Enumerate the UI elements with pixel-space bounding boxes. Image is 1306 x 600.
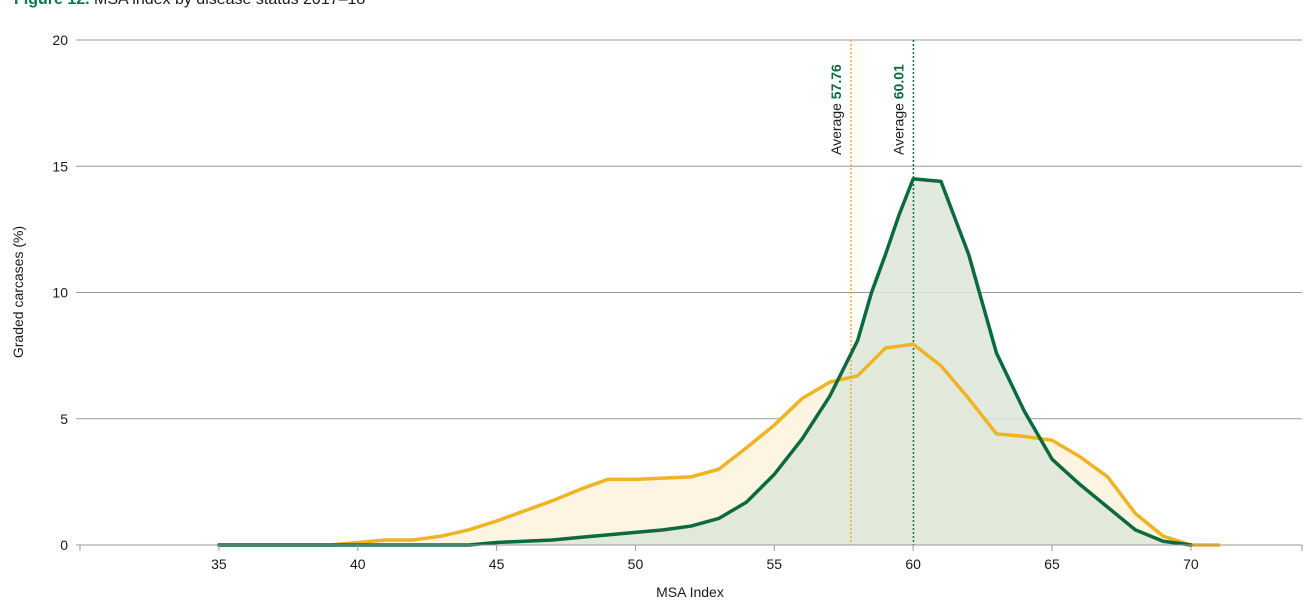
axes: 0 5 10 15 20 35 40 45 50 55 60 65 70 bbox=[52, 32, 1303, 572]
x-tick-label: 55 bbox=[767, 556, 783, 572]
x-tick-label: 60 bbox=[905, 556, 921, 572]
y-tick-label: 20 bbox=[52, 32, 68, 48]
y-tick-label: 5 bbox=[60, 411, 68, 427]
figure-title-text: MSA index by disease status 2017–18 bbox=[94, 0, 365, 8]
x-axis-title: MSA Index bbox=[656, 584, 724, 600]
series-areas bbox=[218, 178, 1219, 545]
average-label-60.01: Average 60.01 bbox=[890, 64, 906, 155]
x-tick-label: 40 bbox=[350, 556, 366, 572]
average-value: 57.76 bbox=[828, 64, 844, 99]
figure-title: Figure 12. MSA index by disease status 2… bbox=[14, 0, 365, 9]
x-tick-label: 35 bbox=[211, 556, 227, 572]
average-label-57.76: Average 57.76 bbox=[828, 64, 844, 155]
series-area-green bbox=[218, 178, 1191, 545]
x-tick-label: 50 bbox=[628, 556, 644, 572]
average-label-text: Average bbox=[828, 99, 844, 155]
series-line-yellow bbox=[217, 342, 1221, 547]
average-value: 60.01 bbox=[890, 64, 906, 99]
y-tick-label: 15 bbox=[52, 158, 68, 174]
y-tick-label: 0 bbox=[60, 537, 68, 553]
y-tick-label: 10 bbox=[52, 285, 68, 301]
figure-number: Figure 12. bbox=[14, 0, 90, 8]
x-tick-label: 45 bbox=[489, 556, 505, 572]
y-axis-title: Graded carcases (%) bbox=[10, 226, 26, 358]
x-tick-label: 70 bbox=[1183, 556, 1199, 572]
grid-lines bbox=[80, 39, 1302, 420]
x-tick-label: 65 bbox=[1044, 556, 1060, 572]
average-label-text: Average bbox=[890, 99, 906, 155]
